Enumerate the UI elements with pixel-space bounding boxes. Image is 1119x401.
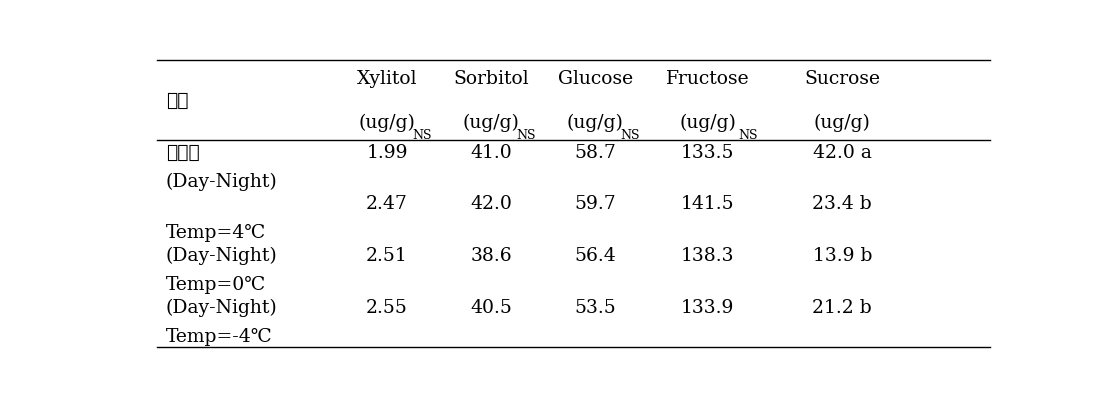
Text: 58.7: 58.7 <box>574 143 617 161</box>
Text: (ug/g): (ug/g) <box>566 113 623 131</box>
Text: (ug/g): (ug/g) <box>358 113 415 131</box>
Text: (ug/g): (ug/g) <box>814 113 871 131</box>
Text: (Day-Night): (Day-Night) <box>166 247 278 265</box>
Text: 처리: 처리 <box>166 92 188 109</box>
Text: (Day-Night): (Day-Night) <box>166 172 278 190</box>
Text: Temp=-4℃: Temp=-4℃ <box>166 327 273 345</box>
Text: NS: NS <box>620 128 640 141</box>
Text: Temp=0℃: Temp=0℃ <box>166 275 266 294</box>
Text: (Day-Night): (Day-Night) <box>166 298 278 316</box>
Text: 59.7: 59.7 <box>574 195 617 213</box>
Text: Temp=4℃: Temp=4℃ <box>166 224 266 242</box>
Text: 1.99: 1.99 <box>366 143 407 161</box>
Text: 53.5: 53.5 <box>574 298 617 316</box>
Text: 41.0: 41.0 <box>470 143 513 161</box>
Text: 40.5: 40.5 <box>470 298 513 316</box>
Text: NS: NS <box>739 128 758 141</box>
Text: 2.47: 2.47 <box>366 195 408 213</box>
Text: 42.0: 42.0 <box>470 195 513 213</box>
Text: 138.3: 138.3 <box>681 247 735 265</box>
Text: 133.5: 133.5 <box>681 143 735 161</box>
Text: 56.4: 56.4 <box>574 247 617 265</box>
Text: 42.0 a: 42.0 a <box>812 143 872 161</box>
Text: Glucose: Glucose <box>557 70 632 88</box>
Text: Xylitol: Xylitol <box>357 70 417 88</box>
Text: 2.51: 2.51 <box>366 247 408 265</box>
Text: 133.9: 133.9 <box>681 298 734 316</box>
Text: NS: NS <box>516 128 536 141</box>
Text: Sucrose: Sucrose <box>805 70 881 88</box>
Text: 38.6: 38.6 <box>470 247 511 265</box>
Text: Fructose: Fructose <box>666 70 750 88</box>
Text: 13.9 b: 13.9 b <box>812 247 872 265</box>
Text: 23.4 b: 23.4 b <box>812 195 872 213</box>
Text: (ug/g): (ug/g) <box>679 113 736 131</box>
Text: NS: NS <box>412 128 432 141</box>
Text: 21.2 b: 21.2 b <box>812 298 872 316</box>
Text: Sorbitol: Sorbitol <box>453 70 529 88</box>
Text: 대조구: 대조구 <box>166 143 199 161</box>
Text: 2.55: 2.55 <box>366 298 408 316</box>
Text: (ug/g): (ug/g) <box>462 113 519 131</box>
Text: 141.5: 141.5 <box>681 195 735 213</box>
